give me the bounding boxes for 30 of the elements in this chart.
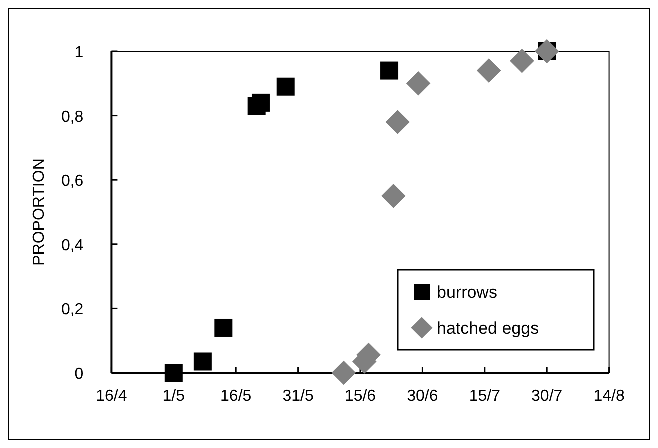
point bbox=[406, 72, 431, 96]
point bbox=[252, 94, 270, 112]
x-tick-label: 16/5 bbox=[220, 388, 252, 405]
point bbox=[386, 110, 410, 134]
point bbox=[382, 184, 406, 208]
y-tick-label: 0,8 bbox=[61, 108, 84, 126]
x-tick-label: 31/5 bbox=[282, 388, 314, 405]
y-tick-label: 0,2 bbox=[61, 302, 84, 319]
x-tick-label: 14/8 bbox=[594, 388, 625, 405]
legend-label: burrows bbox=[437, 283, 498, 302]
point bbox=[476, 58, 502, 83]
point bbox=[276, 78, 295, 96]
point bbox=[214, 318, 233, 337]
y-tick-label: 0,6 bbox=[61, 173, 84, 190]
x-tick-label: 30/7 bbox=[532, 388, 563, 405]
x-tick-label: 15/6 bbox=[344, 388, 376, 405]
legend-label: hatched eggs bbox=[437, 319, 540, 338]
y-tick-label: 0 bbox=[74, 366, 84, 383]
point bbox=[380, 62, 399, 80]
x-tick-label: 1/5 bbox=[162, 388, 186, 405]
y-tick-label: 1 bbox=[74, 44, 84, 62]
point bbox=[510, 48, 534, 74]
y-axis-title: PROPORTION bbox=[31, 158, 48, 266]
x-tick-label: 30/6 bbox=[407, 388, 438, 405]
x-tick-label: 16/4 bbox=[96, 388, 128, 405]
x-tick-label: 15/7 bbox=[469, 388, 501, 405]
point bbox=[164, 364, 183, 382]
y-tick-label: 0,4 bbox=[61, 237, 84, 254]
point bbox=[194, 352, 212, 371]
point bbox=[332, 360, 356, 386]
